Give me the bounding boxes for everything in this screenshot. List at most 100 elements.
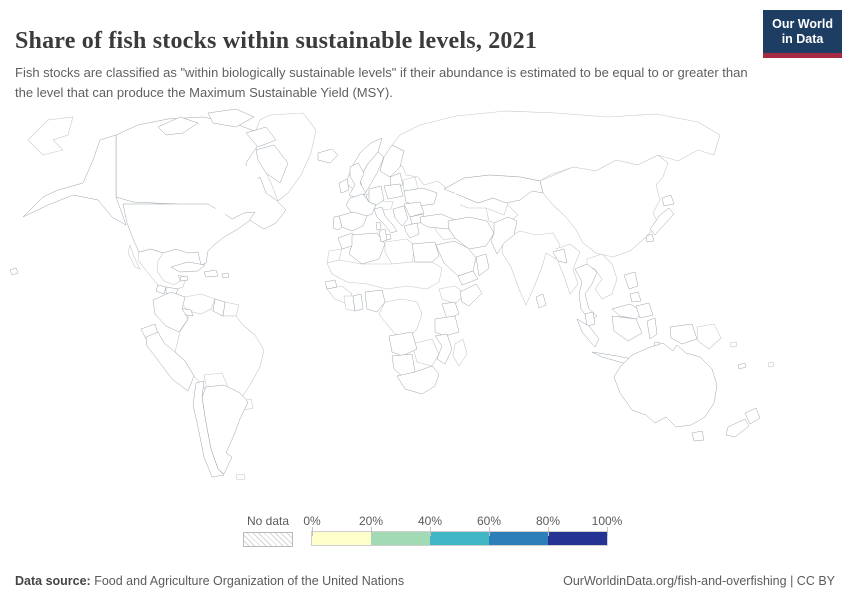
country-japan-honshu[interactable] (649, 207, 675, 236)
country-indonesia-papua[interactable] (669, 323, 698, 345)
country-mexico-baja[interactable] (127, 244, 141, 270)
country-hispaniola[interactable] (203, 269, 219, 278)
region-baltic-states[interactable] (389, 172, 404, 188)
legend-tick-label: 60% (476, 514, 502, 528)
country-belarus[interactable] (402, 176, 419, 192)
country-angola[interactable] (388, 331, 418, 357)
legend-tick-mark (548, 527, 549, 536)
country-italy[interactable] (373, 206, 398, 234)
country-madagascar[interactable] (452, 338, 468, 367)
country-cuba[interactable] (170, 261, 206, 273)
country-falkland-islands[interactable] (235, 473, 246, 481)
country-guyana[interactable] (212, 298, 226, 317)
country-spain[interactable] (338, 211, 368, 232)
country-algeria[interactable] (348, 232, 386, 265)
country-thailand[interactable] (574, 263, 598, 322)
region-zambia-zimbabwe-botswana[interactable] (411, 338, 440, 367)
country-mexico[interactable] (137, 248, 187, 292)
no-data-layer (27, 110, 775, 481)
country-canada-arctic-2[interactable] (207, 108, 255, 128)
country-australia[interactable] (613, 342, 718, 428)
country-portugal[interactable] (332, 215, 343, 231)
country-kazakhstan[interactable] (443, 174, 544, 204)
country-usa[interactable] (122, 203, 256, 266)
country-new-zealand-south[interactable] (725, 418, 750, 438)
country-egypt[interactable] (411, 241, 440, 263)
region-western-balkans[interactable] (392, 205, 409, 227)
legend-segment-40-60[interactable] (430, 532, 489, 545)
owid-link[interactable]: OurWorldinData.org/fish-and-overfishing (563, 574, 787, 588)
country-solomon-islands[interactable] (729, 341, 738, 348)
country-papua-new-guinea[interactable] (696, 323, 722, 350)
map-legend: 0% 20% 40% 60% 80% 100% (303, 514, 622, 548)
legend-segment-20-40[interactable] (371, 532, 430, 545)
legend-no-data-swatch[interactable] (243, 532, 293, 547)
country-ireland[interactable] (338, 178, 350, 194)
country-usa-alaska[interactable] (22, 134, 127, 226)
country-germany[interactable] (368, 185, 385, 206)
country-nigeria[interactable] (364, 289, 386, 313)
country-usa-hawaii[interactable] (9, 267, 19, 276)
country-new-zealand-north[interactable] (744, 407, 761, 425)
country-canada-arctic-1[interactable] (157, 116, 199, 136)
country-ethiopia[interactable] (438, 285, 466, 305)
country-bangladesh[interactable] (552, 248, 568, 264)
region-sahel[interactable] (326, 259, 443, 290)
legend-segment-80-100[interactable] (548, 532, 607, 545)
country-russia-east[interactable] (27, 116, 74, 156)
country-senegal[interactable] (324, 279, 338, 290)
country-iran[interactable] (447, 216, 495, 250)
country-fiji[interactable] (767, 361, 775, 368)
country-puerto-rico[interactable] (221, 272, 230, 279)
country-indonesia-kalimantan[interactable] (611, 315, 643, 342)
country-philippines-visayas[interactable] (629, 291, 642, 303)
owid-logo[interactable]: Our World in Data (763, 10, 842, 58)
country-canada-baffin[interactable] (255, 144, 289, 184)
country-sri-lanka[interactable] (535, 293, 547, 309)
country-oman[interactable] (475, 253, 490, 277)
country-philippines-luzon[interactable] (623, 271, 639, 290)
legend-segment-60-80[interactable] (489, 532, 548, 545)
country-mozambique[interactable] (434, 333, 453, 365)
country-japan-hokkaido[interactable] (661, 194, 675, 207)
country-philippines-mindanao[interactable] (635, 302, 654, 319)
legend-segment-0-20[interactable] (312, 532, 371, 545)
country-canada-arctic-3[interactable] (245, 126, 277, 148)
country-australia-tasmania[interactable] (691, 430, 705, 442)
country-tunisia[interactable] (378, 228, 388, 243)
legend-tick-mark (430, 527, 431, 536)
country-china[interactable] (539, 154, 669, 258)
country-japan-kyushu[interactable] (645, 233, 655, 243)
country-libya[interactable] (384, 238, 416, 265)
country-india[interactable] (501, 230, 561, 306)
country-somalia[interactable] (459, 283, 483, 307)
country-indonesia-sulawesi[interactable] (646, 317, 658, 340)
country-iceland[interactable] (317, 148, 339, 164)
country-ghana[interactable] (352, 293, 364, 312)
country-yemen[interactable] (457, 270, 479, 286)
country-guatemala[interactable] (155, 284, 167, 295)
country-suriname[interactable] (222, 301, 240, 317)
country-kenya[interactable] (441, 301, 460, 320)
country-tanzania[interactable] (434, 315, 460, 337)
country-turkey[interactable] (419, 213, 456, 230)
country-ukraine[interactable] (403, 187, 438, 207)
country-jamaica[interactable] (179, 275, 189, 282)
country-saudi-arabia[interactable] (435, 240, 477, 277)
country-new-caledonia[interactable] (737, 362, 747, 370)
country-pakistan[interactable] (490, 216, 518, 255)
region-central-africa[interactable] (378, 298, 423, 340)
country-italy-sardinia[interactable] (375, 221, 382, 231)
country-greece[interactable] (403, 222, 420, 239)
country-chile[interactable] (192, 380, 225, 478)
country-poland[interactable] (383, 183, 404, 200)
country-finland[interactable] (379, 144, 405, 178)
country-malaysia-peninsula[interactable] (584, 311, 596, 327)
choropleth-map-svg (9, 108, 775, 481)
country-indonesia-sumatra[interactable] (576, 318, 600, 348)
legend-tick-mark (371, 527, 372, 536)
country-peru[interactable] (145, 331, 195, 392)
country-romania[interactable] (403, 201, 425, 218)
country-south-africa[interactable] (396, 365, 440, 395)
country-colombia[interactable] (152, 291, 189, 333)
